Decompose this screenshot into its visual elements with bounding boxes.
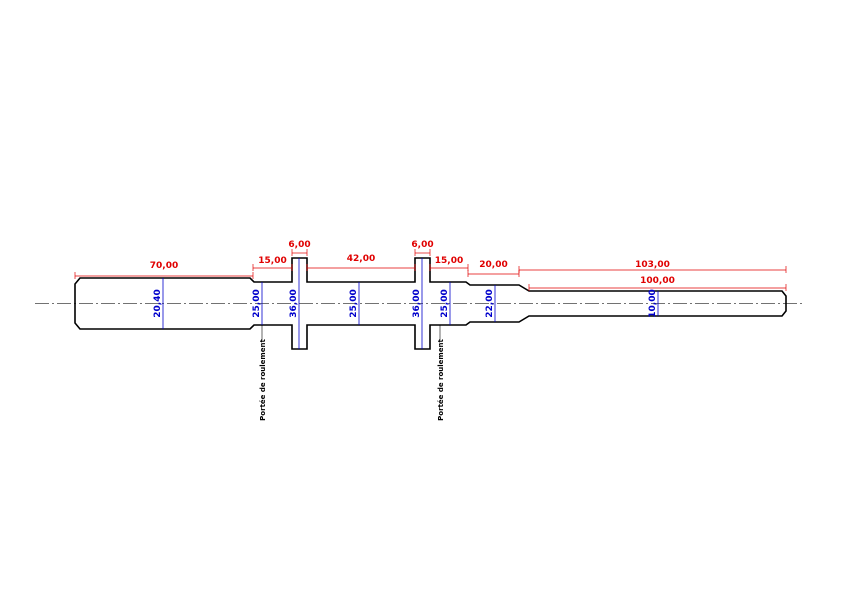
length-label: 15,00 bbox=[258, 256, 286, 266]
length-label: 42,00 bbox=[347, 254, 375, 264]
length-label: 100,00 bbox=[640, 276, 675, 286]
diameter-label: 25,00 bbox=[440, 289, 450, 317]
diameter-label: 22,00 bbox=[485, 289, 495, 317]
diameter-label: 25,00 bbox=[349, 289, 359, 317]
length-label: 20,00 bbox=[479, 260, 507, 270]
length-label: 103,00 bbox=[635, 260, 670, 270]
note-text: Portée de roulement bbox=[437, 339, 445, 421]
length-label: 6,00 bbox=[411, 240, 433, 250]
length-label: 6,00 bbox=[288, 240, 310, 250]
length-label: 70,00 bbox=[150, 261, 178, 271]
shaft-outline bbox=[74, 257, 787, 350]
diameter-label: 20,40 bbox=[153, 289, 163, 317]
diameter-label: 25,00 bbox=[252, 289, 262, 317]
length-label: 15,00 bbox=[435, 256, 463, 266]
diameter-label: 10,00 bbox=[648, 289, 658, 317]
diameter-label: 36,00 bbox=[412, 289, 422, 317]
note-text: Portée de roulement bbox=[259, 339, 267, 421]
diameter-label: 36,00 bbox=[289, 289, 299, 317]
